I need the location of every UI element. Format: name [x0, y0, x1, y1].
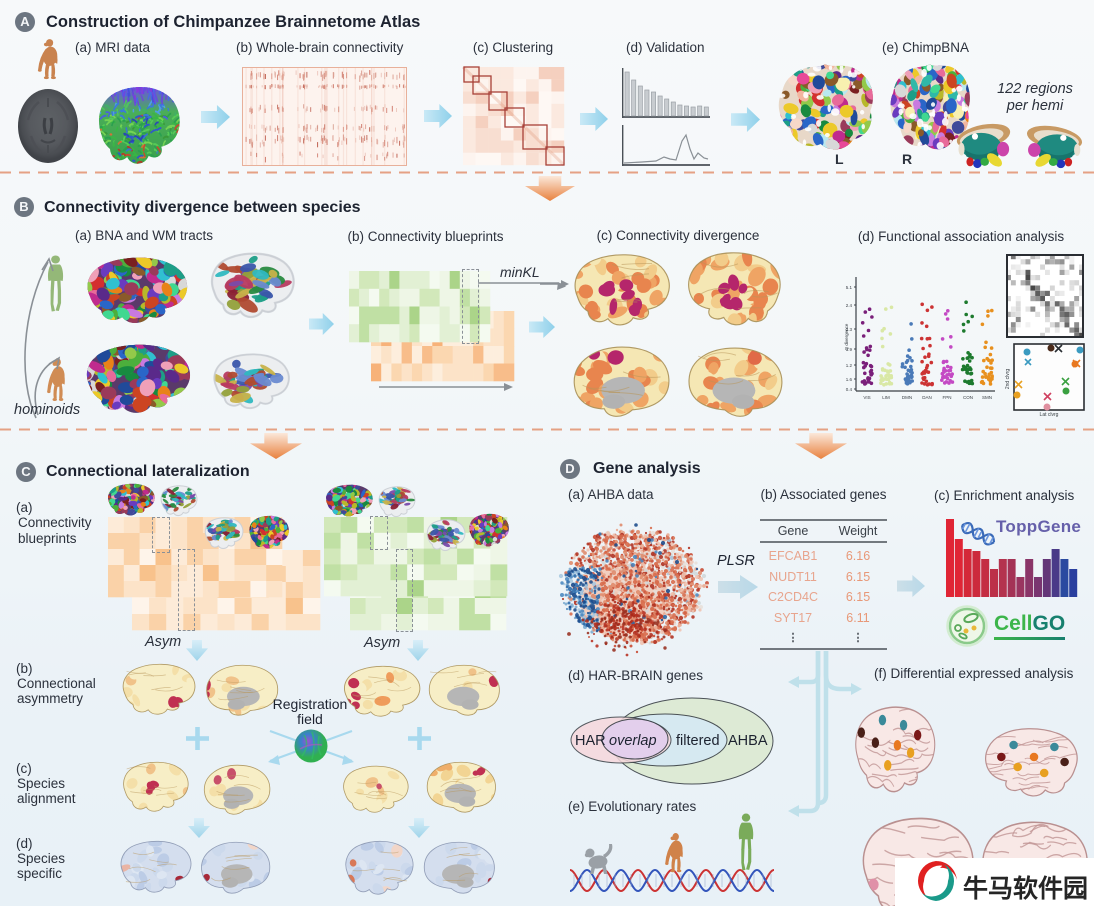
svg-text:LIM: LIM: [882, 395, 890, 400]
svg-text:1.2: 1.2: [846, 363, 853, 368]
svg-text:Lat clvrg: Lat clvrg: [1040, 412, 1059, 418]
svg-text:CON: CON: [963, 395, 973, 400]
svg-text:2.4: 2.4: [846, 303, 853, 308]
svg-text:5.1: 5.1: [846, 285, 853, 290]
svg-text:1.6: 1.6: [846, 377, 853, 382]
svg-text:DMN: DMN: [902, 395, 912, 400]
svg-text:SMN: SMN: [982, 395, 992, 400]
svg-text:1.9: 1.9: [846, 347, 853, 352]
svg-text:2.3: 2.3: [846, 327, 853, 332]
svg-text:DAN: DAN: [922, 395, 932, 400]
svg-text:VIS: VIS: [863, 395, 870, 400]
svg-text:2nd clvrg: 2nd clvrg: [1005, 369, 1011, 390]
svg-text:Q divergence: Q divergence: [844, 323, 849, 350]
svg-text:FPN: FPN: [943, 395, 952, 400]
svg-text:0.4: 0.4: [846, 387, 853, 392]
